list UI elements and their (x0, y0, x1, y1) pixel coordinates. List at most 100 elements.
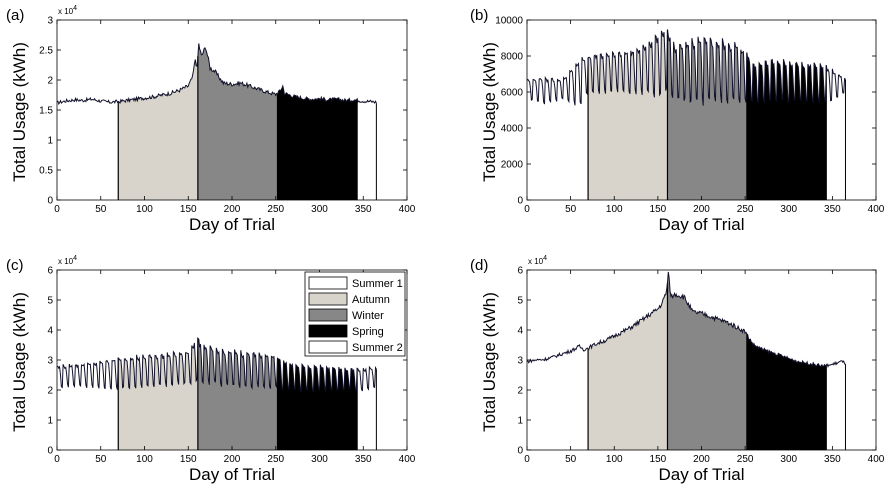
y-tick-label: 1.5 (39, 106, 53, 117)
legend-swatch (308, 340, 348, 354)
x-tick-label: 250 (267, 204, 284, 215)
x-tick-label: 50 (95, 204, 107, 215)
legend-entry: Winter (352, 310, 384, 322)
y-tick-label: 2 (517, 386, 523, 397)
x-tick-label: 350 (355, 454, 372, 465)
y-tick-label: 0 (47, 446, 53, 457)
panel-label: (d) (470, 257, 488, 274)
x-tick-label: 300 (780, 204, 797, 215)
x-tick-label: 100 (606, 454, 623, 465)
series-line (526, 29, 846, 106)
y-tick-label: 8000 (501, 52, 524, 63)
legend-swatch (308, 308, 348, 322)
season-fill-2 (588, 282, 668, 450)
x-tick-label: 400 (868, 204, 885, 215)
season-fill-5 (357, 98, 377, 200)
season-fill-1 (527, 57, 589, 200)
y-tick-label: 5 (517, 296, 523, 307)
x-tick-label: 0 (524, 454, 530, 465)
y-tick-label: 6000 (501, 88, 524, 99)
series-line (56, 43, 377, 106)
season-fill-2 (118, 56, 198, 200)
season-fill-4 (746, 334, 827, 450)
y-axis-label: Total Usage (kWh) (480, 292, 499, 432)
chart-panel-2: 0 50 100 150 200 250 300 350 4000200040006000800… (470, 7, 885, 234)
panel-label: (c) (6, 257, 24, 274)
season-fill-4 (746, 52, 827, 200)
season-fill-2 (118, 338, 198, 450)
y-multiplier: x 104 (58, 5, 77, 16)
y-multiplier-base: x 10 (58, 7, 74, 16)
season-fill-1 (527, 344, 589, 450)
x-tick-label: 400 (399, 204, 416, 215)
x-tick-label: 350 (355, 204, 372, 215)
x-tick-label: 50 (565, 454, 577, 465)
y-tick-label: 1 (517, 416, 523, 427)
y-multiplier: x 104 (58, 255, 77, 266)
x-axis-label: Day of Trial (189, 215, 275, 234)
season-fill-1 (57, 358, 119, 450)
x-tick-label: 250 (737, 204, 754, 215)
season-fill-3 (197, 43, 278, 201)
x-tick-label: 400 (399, 454, 416, 465)
y-multiplier: x 104 (528, 255, 547, 266)
y-tick-label: 6 (47, 266, 53, 277)
x-tick-label: 0 (524, 204, 530, 215)
y-multiplier-exponent: 4 (73, 5, 77, 12)
x-tick-label: 300 (311, 204, 328, 215)
y-tick-label: 6 (517, 266, 523, 277)
y-axis-label: Total Usage (kWh) (10, 292, 29, 432)
season-fill-4 (277, 86, 358, 200)
legend-swatch (308, 292, 348, 306)
y-axis-label: Total Usage (kWh) (10, 42, 29, 182)
legend-swatch (308, 324, 348, 338)
y-multiplier-base: x 10 (528, 257, 544, 266)
x-tick-label: 0 (54, 204, 60, 215)
season-fill-5 (357, 367, 377, 450)
season-fill-4 (277, 358, 358, 450)
x-axis-label: Day of Trial (189, 465, 275, 484)
legend-swatch (308, 276, 348, 290)
panel-label: (a) (6, 7, 24, 24)
x-tick-label: 150 (180, 204, 197, 215)
x-tick-label: 150 (650, 204, 667, 215)
y-tick-label: 5 (47, 296, 53, 307)
y-tick-label: 0 (517, 196, 523, 207)
x-tick-label: 350 (824, 204, 841, 215)
y-tick-label: 0 (47, 196, 53, 207)
y-tick-label: 3 (517, 356, 523, 367)
x-tick-label: 250 (267, 454, 284, 465)
season-fill-3 (667, 29, 747, 200)
x-tick-label: 250 (737, 454, 754, 465)
panel-label: (b) (470, 7, 488, 24)
y-tick-label: 0 (517, 446, 523, 457)
x-axis-label: Day of Trial (659, 215, 745, 234)
x-tick-label: 200 (693, 454, 710, 465)
y-tick-label: 4000 (501, 124, 524, 135)
y-tick-label: 1 (47, 136, 53, 147)
legend-entry: Autumn (352, 294, 390, 306)
series-line (526, 271, 846, 368)
y-axis-label: Total Usage (kWh) (480, 42, 499, 182)
x-tick-label: 0 (54, 454, 60, 465)
x-tick-label: 150 (650, 454, 667, 465)
x-tick-label: 100 (606, 204, 623, 215)
y-tick-label: 1 (47, 416, 53, 427)
x-tick-label: 200 (224, 454, 241, 465)
season-fill-5 (826, 65, 846, 200)
season-fill-5 (826, 360, 846, 450)
y-tick-label: 10000 (495, 16, 523, 27)
y-tick-label: 2 (47, 76, 53, 87)
y-multiplier-exponent: 4 (543, 255, 547, 262)
season-fill-1 (57, 98, 119, 200)
x-tick-label: 50 (565, 204, 577, 215)
legend-entry: Summer 2 (352, 342, 403, 354)
x-tick-label: 350 (824, 454, 841, 465)
x-tick-label: 300 (780, 454, 797, 465)
y-tick-label: 4 (47, 326, 53, 337)
x-tick-label: 200 (693, 204, 710, 215)
y-tick-label: 3 (47, 356, 53, 367)
